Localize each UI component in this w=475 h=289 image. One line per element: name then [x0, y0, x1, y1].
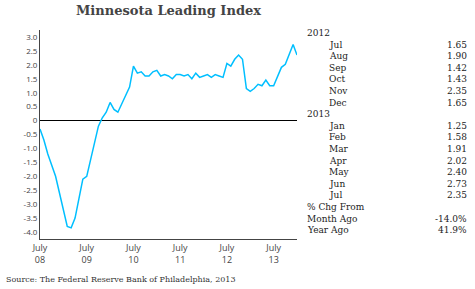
svg-text:0: 0: [33, 114, 38, 125]
svg-text:-14.0%: -14.0%: [435, 214, 467, 224]
svg-text:Minnesota Leading Index: Minnesota Leading Index: [76, 3, 261, 18]
svg-text:41.9%: 41.9%: [438, 225, 467, 235]
svg-text:July12: July12: [219, 241, 235, 266]
svg-text:2013: 2013: [307, 109, 330, 119]
svg-text:Feb: Feb: [329, 132, 346, 142]
svg-text:Jun: Jun: [329, 179, 345, 189]
svg-text:July08: July08: [32, 241, 48, 266]
svg-text:-1.0: -1.0: [24, 142, 38, 153]
svg-text:1.25: 1.25: [447, 121, 467, 131]
svg-text:Apr: Apr: [329, 156, 347, 166]
svg-text:Sep: Sep: [329, 63, 346, 73]
svg-text:1.58: 1.58: [447, 132, 467, 142]
svg-text:1.43: 1.43: [447, 74, 467, 84]
svg-text:1.42: 1.42: [447, 63, 467, 73]
svg-text:May: May: [329, 167, 350, 177]
svg-text:-2.0: -2.0: [24, 170, 38, 181]
svg-text:-3.5: -3.5: [24, 212, 38, 223]
svg-text:Mar: Mar: [329, 144, 349, 154]
svg-text:July11: July11: [172, 241, 188, 266]
svg-text:Month Ago: Month Ago: [307, 214, 357, 224]
svg-text:2.73: 2.73: [447, 179, 467, 189]
svg-text:-0.5: -0.5: [24, 128, 38, 139]
svg-text:2.40: 2.40: [447, 167, 467, 177]
svg-text:Jul: Jul: [329, 190, 342, 200]
svg-text:1.0: 1.0: [26, 87, 38, 98]
svg-text:Jul: Jul: [329, 40, 342, 50]
svg-text:1.90: 1.90: [447, 51, 467, 61]
svg-text:-3.0: -3.0: [24, 198, 38, 209]
svg-text:1.65: 1.65: [447, 98, 467, 108]
svg-text:Nov: Nov: [329, 86, 348, 96]
svg-text:0.5: 0.5: [26, 100, 38, 111]
svg-text:July13: July13: [265, 241, 281, 266]
svg-text:2.35: 2.35: [447, 86, 467, 96]
svg-text:Oct: Oct: [329, 74, 345, 84]
svg-text:Aug: Aug: [329, 51, 348, 61]
svg-text:2.5: 2.5: [26, 45, 38, 56]
svg-text:2.02: 2.02: [447, 156, 467, 166]
svg-text:1.65: 1.65: [447, 40, 467, 50]
svg-text:2012: 2012: [307, 28, 330, 38]
svg-text:1.5: 1.5: [26, 73, 38, 84]
svg-text:% Chg From: % Chg From: [307, 202, 365, 212]
svg-text:-2.5: -2.5: [24, 184, 38, 195]
svg-text:3.0: 3.0: [26, 31, 38, 42]
svg-text:2.0: 2.0: [26, 59, 38, 70]
svg-text:Jan: Jan: [329, 121, 345, 131]
svg-text:Year Ago: Year Ago: [307, 225, 349, 235]
svg-text:1.91: 1.91: [447, 144, 467, 154]
svg-text:Source: The Federal Reserve Ba: Source: The Federal Reserve Bank of Phil…: [6, 275, 236, 284]
svg-text:2.35: 2.35: [447, 190, 467, 200]
svg-text:-1.5: -1.5: [24, 156, 38, 167]
svg-text:Dec: Dec: [329, 98, 347, 108]
svg-text:July10: July10: [125, 241, 141, 266]
svg-text:-4.0: -4.0: [24, 226, 38, 237]
svg-text:July09: July09: [78, 241, 94, 266]
